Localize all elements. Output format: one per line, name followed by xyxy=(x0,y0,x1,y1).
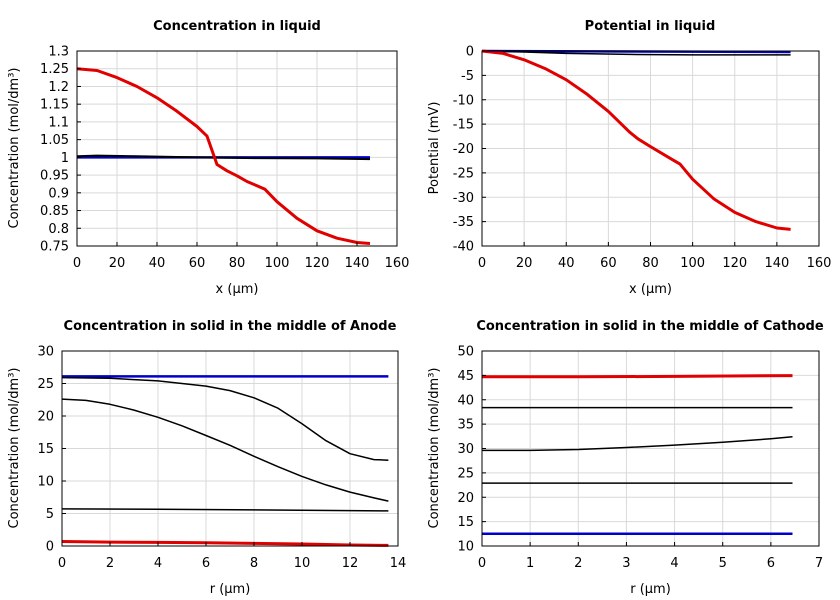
y-tick-label: 25 xyxy=(37,377,54,392)
x-tick-label: 20 xyxy=(109,256,126,271)
y-tick-label: 0 xyxy=(46,540,54,555)
y-tick-label: -40 xyxy=(453,240,474,255)
series-line-final xyxy=(76,67,371,245)
series-line-final xyxy=(61,540,389,547)
x-tick-label: 2 xyxy=(574,556,582,571)
series-line-t1 xyxy=(61,376,389,461)
x-axis-label: r (µm) xyxy=(210,582,251,597)
y-tick-label: 25 xyxy=(457,466,474,481)
y-tick-label: 0.85 xyxy=(40,204,69,219)
chart-title: Concentration in solid in the middle of … xyxy=(64,319,397,334)
y-tick-label: -30 xyxy=(453,191,474,206)
chart-4: 0 1 2 3 4 5 6 7101520253035404550Concentration … xyxy=(427,319,824,597)
y-tick-label: -15 xyxy=(453,118,474,133)
y-tick-label: 15 xyxy=(457,515,474,530)
x-tick-label: 7 xyxy=(815,556,823,571)
x-tick-label: 0 xyxy=(478,556,486,571)
y-tick-label: 1.05 xyxy=(40,133,69,148)
y-tick-label: 5 xyxy=(46,507,54,522)
x-tick-label: 0 xyxy=(478,256,486,271)
x-tick-label: 1 xyxy=(526,556,534,571)
y-tick-label: -20 xyxy=(453,142,474,157)
x-tick-label: 10 xyxy=(294,556,311,571)
x-tick-label: 160 xyxy=(807,256,832,271)
y-tick-label: 20 xyxy=(37,410,54,425)
x-tick-label: 120 xyxy=(305,256,330,271)
x-tick-label: 8 xyxy=(250,556,258,571)
x-axis-label: x (µm) xyxy=(216,282,259,297)
x-tick-label: 60 xyxy=(600,256,617,271)
y-axis-label: Concentration (mol/dm³) xyxy=(7,68,22,229)
x-tick-label: 0 xyxy=(73,256,81,271)
x-tick-label: 100 xyxy=(265,256,290,271)
x-axis-label: x (µm) xyxy=(629,282,672,297)
y-tick-label: 0.75 xyxy=(40,240,69,255)
chart-3: 0 2 4 6 8 10 12 14 0 5 10 15 20 25 30 Concentration in … xyxy=(7,319,406,597)
x-tick-label: 140 xyxy=(345,256,370,271)
y-tick-label: 0 xyxy=(466,45,474,60)
y-tick-label: 1 xyxy=(61,151,69,166)
x-tick-label: 6 xyxy=(202,556,210,571)
y-tick-label: 10 xyxy=(457,540,474,555)
x-tick-label: 2 xyxy=(106,556,114,571)
y-tick-label: 10 xyxy=(37,475,54,490)
y-tick-label: 1.3 xyxy=(48,45,69,60)
x-tick-label: 4 xyxy=(670,556,678,571)
y-tick-label: 1.25 xyxy=(40,62,69,77)
x-tick-label: 3 xyxy=(622,556,630,571)
y-tick-label: 20 xyxy=(457,491,474,506)
x-tick-label: 80 xyxy=(229,256,246,271)
series-line-t2 xyxy=(61,398,389,502)
x-tick-label: 4 xyxy=(154,556,162,571)
y-tick-label: 40 xyxy=(457,393,474,408)
y-tick-label: 1.2 xyxy=(48,80,69,95)
chart-2: 0 20 40 60 80 100 120 140 160 -40 -35 -30 -25 -20 -15 -… xyxy=(427,19,831,297)
y-tick-label: 30 xyxy=(457,442,474,457)
x-tick-label: 80 xyxy=(642,256,659,271)
x-tick-label: 100 xyxy=(680,256,705,271)
x-tick-label: 60 xyxy=(189,256,206,271)
y-tick-label: 0.8 xyxy=(48,222,69,237)
y-tick-label: -35 xyxy=(453,215,474,230)
y-tick-label: -5 xyxy=(461,69,474,84)
y-tick-label: 1.1 xyxy=(48,115,69,130)
y-tick-label: 30 xyxy=(37,345,54,360)
series-line-t3 xyxy=(61,508,389,512)
y-tick-label: 35 xyxy=(457,418,474,433)
series-line-intermediate xyxy=(481,50,791,56)
chart-title: Potential in liquid xyxy=(585,19,716,34)
y-tick-label: 15 xyxy=(37,442,54,457)
x-tick-label: 120 xyxy=(722,256,747,271)
chart-title: Concentration in solid in the middle of … xyxy=(476,319,824,334)
series-line-intermediate xyxy=(76,154,371,161)
x-tick-label: 20 xyxy=(516,256,533,271)
series-line-final xyxy=(481,49,791,231)
y-axis-label: Potential (mV) xyxy=(427,102,442,195)
y-axis-label: Concentration (mol/dm³) xyxy=(427,368,442,529)
x-tick-label: 40 xyxy=(149,256,166,271)
y-tick-label: -10 xyxy=(453,93,474,108)
x-tick-label: 14 xyxy=(390,556,407,571)
y-axis-label: Concentration (mol/dm³) xyxy=(7,368,22,529)
y-tick-label: 45 xyxy=(457,369,474,384)
x-tick-label: 5 xyxy=(719,556,727,571)
series-line-t2 xyxy=(482,436,793,452)
x-tick-label: 6 xyxy=(767,556,775,571)
y-tick-label: 50 xyxy=(457,345,474,360)
series-line-final xyxy=(482,374,793,379)
y-tick-label: 1.15 xyxy=(40,98,69,113)
x-tick-label: 40 xyxy=(558,256,575,271)
chart-title: Concentration in liquid xyxy=(153,19,321,34)
x-tick-label: 12 xyxy=(342,556,359,571)
y-tick-label: -25 xyxy=(453,166,474,181)
y-tick-label: 0.95 xyxy=(40,169,69,184)
chart-1: 0 20 40 60 80 100 120 140 160 0.75 0.8 0.85 0.9 0.95 1… xyxy=(7,19,409,297)
x-tick-label: 160 xyxy=(385,256,410,271)
x-axis-label: r (µm) xyxy=(630,582,671,597)
x-tick-label: 0 xyxy=(58,556,66,571)
x-tick-label: 140 xyxy=(764,256,789,271)
y-tick-label: 0.9 xyxy=(48,186,69,201)
